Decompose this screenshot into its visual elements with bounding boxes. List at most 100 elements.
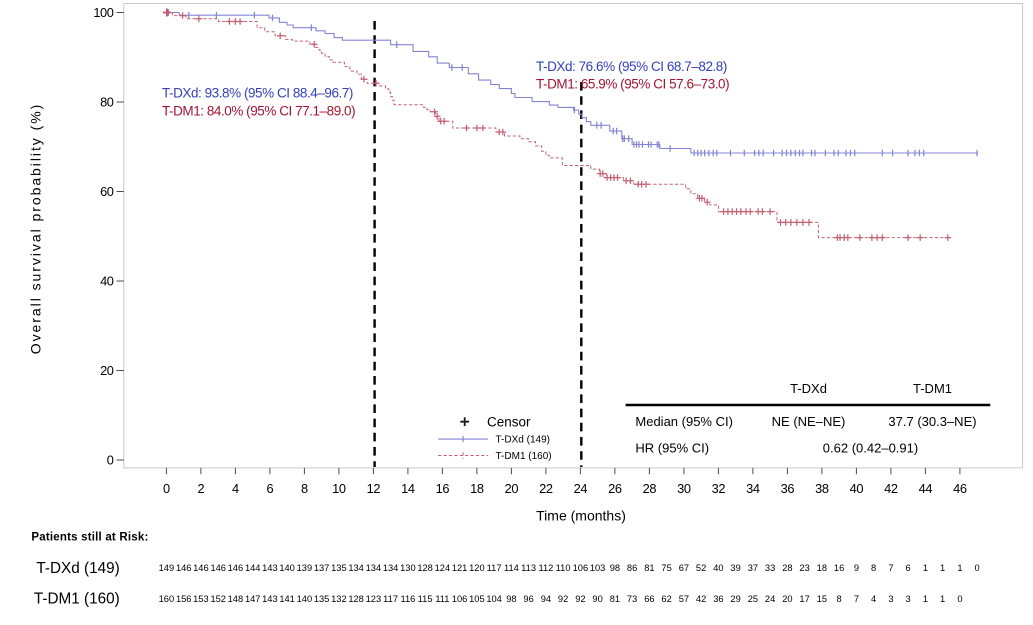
svg-text:57: 57 bbox=[679, 594, 689, 604]
svg-text:144: 144 bbox=[245, 563, 261, 573]
svg-text:28: 28 bbox=[782, 563, 792, 573]
svg-text:1: 1 bbox=[923, 594, 928, 604]
svg-text:29: 29 bbox=[730, 594, 740, 604]
svg-text:36: 36 bbox=[781, 481, 795, 496]
svg-text:135: 135 bbox=[331, 563, 347, 573]
svg-text:120: 120 bbox=[469, 563, 485, 573]
svg-text:66: 66 bbox=[644, 594, 654, 604]
svg-text:62: 62 bbox=[661, 594, 671, 604]
svg-text:1: 1 bbox=[940, 594, 945, 604]
svg-text:140: 140 bbox=[279, 563, 295, 573]
svg-text:1: 1 bbox=[940, 563, 945, 573]
svg-text:32: 32 bbox=[712, 481, 726, 496]
svg-text:T-DXd: 93.8% (95% CI 88.4–96.7: T-DXd: 93.8% (95% CI 88.4–96.7) bbox=[162, 85, 353, 100]
svg-text:2: 2 bbox=[198, 481, 205, 496]
svg-text:1: 1 bbox=[923, 563, 928, 573]
svg-text:135: 135 bbox=[314, 594, 330, 604]
svg-text:98: 98 bbox=[506, 594, 516, 604]
svg-text:Patients still at Risk:: Patients still at Risk: bbox=[31, 531, 148, 543]
svg-text:34: 34 bbox=[746, 481, 760, 496]
svg-text:123: 123 bbox=[366, 594, 382, 604]
svg-text:146: 146 bbox=[193, 563, 209, 573]
svg-text:39: 39 bbox=[730, 563, 740, 573]
svg-text:153: 153 bbox=[193, 594, 209, 604]
svg-text:104: 104 bbox=[486, 594, 502, 604]
svg-text:146: 146 bbox=[176, 563, 192, 573]
svg-text:8: 8 bbox=[301, 481, 308, 496]
svg-text:73: 73 bbox=[627, 594, 637, 604]
svg-text:117: 117 bbox=[487, 563, 502, 573]
svg-text:112: 112 bbox=[538, 563, 553, 573]
svg-text:18: 18 bbox=[817, 563, 827, 573]
svg-text:132: 132 bbox=[331, 594, 347, 604]
svg-text:6: 6 bbox=[906, 563, 911, 573]
svg-text:14: 14 bbox=[401, 481, 415, 496]
svg-text:146: 146 bbox=[210, 563, 226, 573]
svg-text:160: 160 bbox=[159, 594, 175, 604]
svg-text:37.7 (30.3–NE): 37.7 (30.3–NE) bbox=[888, 414, 976, 429]
svg-text:8: 8 bbox=[837, 594, 842, 604]
svg-text:Median (95% CI): Median (95% CI) bbox=[635, 414, 733, 429]
svg-text:24: 24 bbox=[574, 481, 588, 496]
svg-text:149: 149 bbox=[159, 563, 175, 573]
svg-text:141: 141 bbox=[279, 594, 295, 604]
svg-text:7: 7 bbox=[888, 563, 893, 573]
svg-text:46: 46 bbox=[953, 481, 967, 496]
svg-text:37: 37 bbox=[748, 563, 758, 573]
svg-text:20: 20 bbox=[505, 481, 519, 496]
svg-text:40: 40 bbox=[100, 274, 114, 289]
svg-text:152: 152 bbox=[210, 594, 226, 604]
svg-text:140: 140 bbox=[297, 594, 313, 604]
svg-text:81: 81 bbox=[644, 563, 654, 573]
svg-text:94: 94 bbox=[541, 594, 551, 604]
svg-text:38: 38 bbox=[815, 481, 829, 496]
svg-text:124: 124 bbox=[435, 563, 451, 573]
svg-text:T-DM1: T-DM1 bbox=[913, 381, 952, 396]
svg-text:15: 15 bbox=[817, 594, 827, 604]
svg-text:81: 81 bbox=[610, 594, 620, 604]
svg-text:75: 75 bbox=[661, 563, 671, 573]
svg-text:115: 115 bbox=[418, 594, 433, 604]
svg-text:143: 143 bbox=[262, 594, 278, 604]
svg-text:143: 143 bbox=[262, 563, 278, 573]
svg-text:9: 9 bbox=[854, 563, 859, 573]
svg-text:114: 114 bbox=[504, 563, 519, 573]
svg-text:134: 134 bbox=[383, 563, 399, 573]
svg-text:36: 36 bbox=[713, 594, 723, 604]
svg-text:4: 4 bbox=[232, 481, 239, 496]
svg-text:130: 130 bbox=[400, 563, 416, 573]
svg-text:90: 90 bbox=[592, 594, 602, 604]
svg-text:60: 60 bbox=[100, 184, 114, 199]
svg-text:116: 116 bbox=[400, 594, 415, 604]
svg-text:0: 0 bbox=[163, 481, 170, 496]
svg-text:106: 106 bbox=[452, 594, 468, 604]
svg-text:98: 98 bbox=[610, 563, 620, 573]
svg-text:146: 146 bbox=[228, 563, 244, 573]
svg-text:6: 6 bbox=[267, 481, 274, 496]
svg-text:0: 0 bbox=[107, 453, 114, 468]
svg-text:0: 0 bbox=[975, 563, 980, 573]
svg-text:8: 8 bbox=[871, 563, 876, 573]
svg-text:4: 4 bbox=[871, 594, 876, 604]
svg-text:80: 80 bbox=[100, 95, 114, 110]
svg-text:67: 67 bbox=[679, 563, 689, 573]
svg-text:22: 22 bbox=[539, 481, 553, 496]
svg-text:86: 86 bbox=[627, 563, 637, 573]
svg-text:23: 23 bbox=[799, 563, 809, 573]
svg-text:16: 16 bbox=[834, 563, 844, 573]
svg-text:HR (95% CI): HR (95% CI) bbox=[635, 441, 709, 456]
svg-text:20: 20 bbox=[100, 363, 114, 378]
svg-text:17: 17 bbox=[799, 594, 809, 604]
svg-text:52: 52 bbox=[696, 563, 706, 573]
svg-text:16: 16 bbox=[436, 481, 450, 496]
svg-text:Overall survival probability (: Overall survival probability (%) bbox=[28, 103, 44, 354]
svg-text:110: 110 bbox=[556, 563, 571, 573]
svg-text:Censor: Censor bbox=[487, 414, 531, 429]
svg-text:10: 10 bbox=[332, 481, 346, 496]
svg-text:106: 106 bbox=[573, 563, 589, 573]
svg-text:92: 92 bbox=[575, 594, 585, 604]
svg-text:1: 1 bbox=[957, 563, 962, 573]
svg-text:103: 103 bbox=[590, 563, 606, 573]
svg-text:0.62 (0.42–0.91): 0.62 (0.42–0.91) bbox=[823, 441, 918, 456]
svg-text:134: 134 bbox=[348, 563, 364, 573]
